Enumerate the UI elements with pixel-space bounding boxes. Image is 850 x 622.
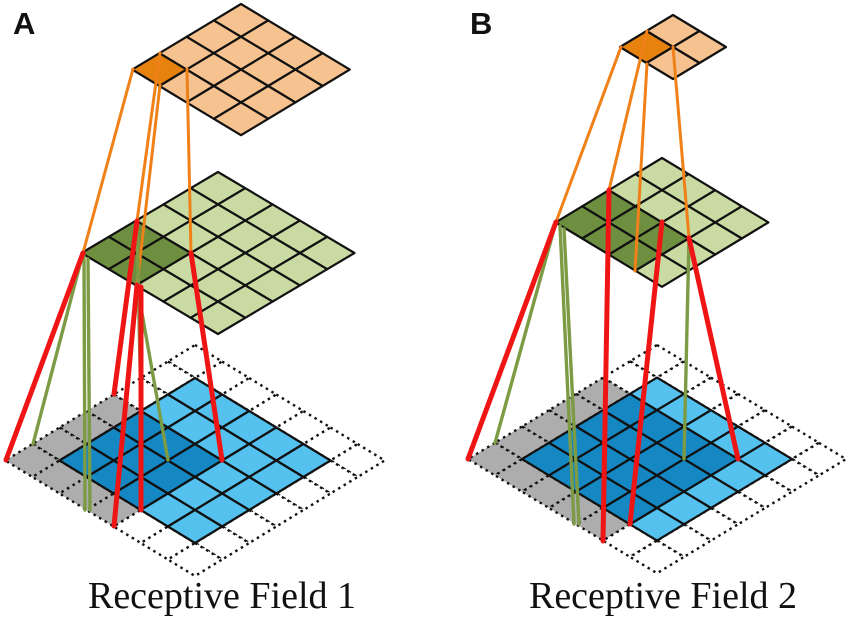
panel-b-caption: Receptive Field 2: [528, 575, 798, 617]
receptive-field-red-lines: [3, 218, 225, 529]
panel-b-output-grid: [618, 13, 728, 81]
receptive-field-red-lines: [465, 187, 741, 544]
panel-a-input-grid: [4, 343, 386, 578]
panel-b-label: B: [470, 6, 493, 41]
panel-a-output-grid: [131, 2, 351, 137]
output-to-hidden-orange-lines: [81, 51, 193, 287]
hidden-to-input-olive-lines: [493, 220, 691, 526]
panel-b: [465, 13, 848, 575]
panel-a-hidden-grid: [80, 170, 356, 336]
output-to-hidden-orange-lines: [554, 29, 691, 273]
panel-a: [3, 2, 386, 578]
panel-a-label: A: [13, 6, 36, 41]
panel-a-caption: Receptive Field 1: [87, 575, 357, 617]
panel-b-input-grid: [466, 343, 848, 575]
